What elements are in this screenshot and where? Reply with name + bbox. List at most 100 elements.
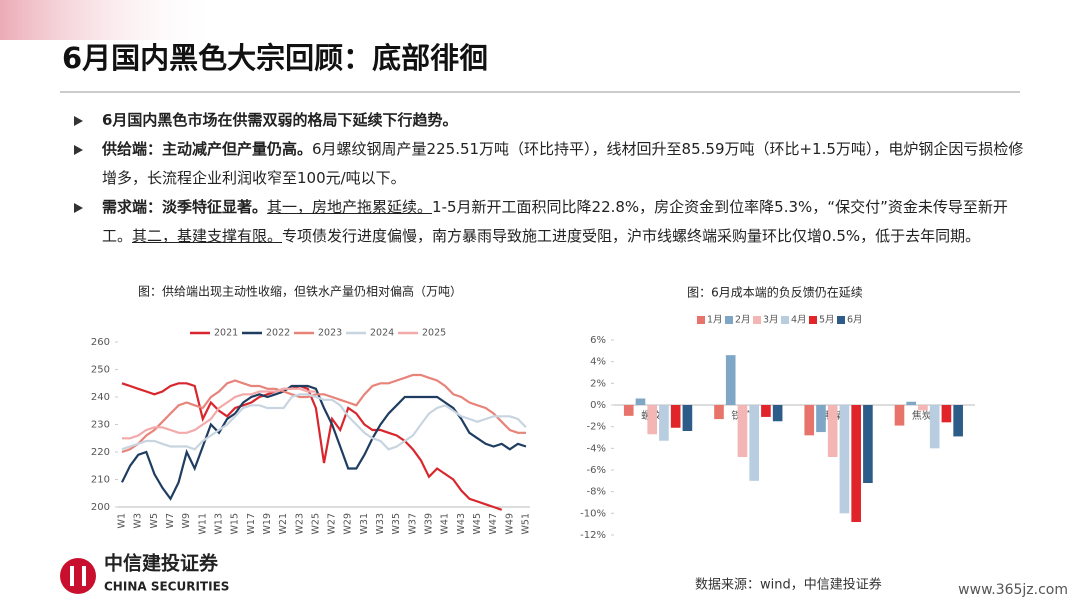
bar	[851, 405, 861, 522]
x-tick-label: W3	[133, 513, 144, 528]
bar	[737, 405, 748, 457]
legend-label: 1月	[707, 315, 723, 326]
y-tick-label: 230	[91, 420, 110, 431]
x-tick-label: W45	[472, 513, 483, 534]
x-tick-label: W19	[262, 513, 273, 534]
bullet-text: 6月螺纹钢周产量225.51万吨（环比持平），线材回升至85.59万吨（环比+1…	[102, 140, 1024, 187]
y-tick-label: 200	[91, 502, 110, 513]
legend-swatch	[697, 316, 705, 324]
logo	[60, 558, 96, 594]
x-tick-label: W13	[213, 513, 224, 534]
bar	[714, 405, 724, 420]
bar	[839, 405, 850, 514]
bullet-text: 专项债发行进度偏慢，南方暴雨导致施工进度受阻，沪市线螺终端采购量环比仅增0.5%…	[282, 227, 981, 245]
x-tick-label: W33	[375, 513, 386, 534]
y-tick-label: -8%	[587, 487, 606, 498]
bar	[659, 405, 669, 441]
series-line	[122, 387, 316, 440]
legend-label: 5月	[819, 315, 835, 326]
chart-title: 图：6月成本端的负反馈仍在延续	[687, 285, 863, 300]
x-tick-label: W17	[246, 513, 257, 534]
x-tick-label: W35	[391, 513, 402, 534]
bar	[918, 405, 928, 411]
watermark: www.365jz.com	[958, 582, 1068, 598]
x-tick-label: W43	[456, 513, 467, 534]
bullet-text: 6月国内黑色市场在供需双弱的格局下延续下行趋势。	[102, 111, 458, 129]
bar	[725, 355, 736, 405]
bar	[749, 405, 759, 481]
logo-mark-part	[82, 566, 86, 586]
logo-cn: 中信建投证券	[104, 552, 219, 575]
slide-title: 6月国内黑色大宗回顾：底部徘徊	[62, 41, 488, 75]
legend-label: 6月	[847, 315, 863, 326]
y-tick-label: 260	[91, 337, 110, 348]
bar	[863, 405, 873, 483]
bullet-text: 其二，基建支撑有限。	[132, 227, 283, 245]
x-tick-label: W7	[165, 513, 176, 528]
logo-en: CHINA SECURITIES	[104, 580, 229, 594]
y-tick-label: 0%	[590, 400, 606, 411]
bar	[906, 401, 917, 405]
legend-swatch	[725, 316, 733, 324]
bar	[647, 405, 658, 435]
bar	[682, 405, 693, 431]
bar	[929, 405, 940, 449]
legend-label: 2021	[214, 328, 238, 339]
y-tick-label: -2%	[587, 422, 606, 433]
source-note: 数据来源：wind，中信建投证券	[695, 577, 882, 593]
x-tick-label: W11	[197, 513, 208, 534]
x-tick-label: W5	[149, 513, 160, 528]
bar	[670, 405, 681, 428]
series-line	[121, 393, 527, 451]
bar	[827, 405, 838, 457]
legend-swatch	[809, 316, 817, 324]
bar	[816, 405, 826, 433]
bar	[623, 405, 634, 416]
series-line	[121, 373, 526, 454]
x-tick-label: W41	[440, 513, 451, 534]
x-tick-label: W31	[359, 513, 370, 534]
legend-label: 2025	[422, 328, 446, 339]
y-tick-label: 250	[91, 365, 110, 376]
corner-accent	[0, 0, 220, 40]
chart-title: 图：供给端出现主动性收缩，但铁水产量仍相对偏高（万吨）	[138, 284, 462, 299]
y-tick-label: 6%	[590, 335, 606, 346]
bullet-text: 其一，房地产拖累延续。	[267, 198, 433, 216]
y-tick-label: -4%	[587, 443, 606, 454]
x-tick-label: W9	[181, 513, 192, 528]
bullet-text: 需求端：淡季特征显著。	[102, 198, 268, 216]
series-line	[121, 382, 503, 511]
y-tick-label: 240	[91, 392, 110, 403]
x-tick-label: W23	[294, 513, 305, 534]
x-tick-label: W51	[520, 513, 531, 534]
y-tick-label: 4%	[590, 357, 606, 368]
x-tick-label: W25	[310, 513, 321, 534]
bar	[894, 405, 905, 426]
bullet: 需求端：淡季特征显著。其一，房地产拖累延续。1-5月新开工面积同比降22.8%，…	[74, 193, 1032, 251]
legend-label: 2024	[370, 328, 394, 339]
x-tick-label: W15	[230, 513, 241, 534]
bar	[761, 405, 771, 417]
bullet: 6月国内黑色市场在供需双弱的格局下延续下行趋势。	[74, 106, 1032, 135]
legend-swatch	[837, 316, 845, 324]
x-tick-label: W29	[343, 513, 354, 534]
legend-swatch	[753, 316, 761, 324]
legend-label: 3月	[763, 315, 779, 326]
category-label: 焦炭	[912, 409, 932, 422]
legend-label: 4月	[791, 315, 807, 326]
logo-mark	[60, 558, 96, 594]
x-tick-label: W27	[327, 513, 338, 534]
bullet-list: 6月国内黑色市场在供需双弱的格局下延续下行趋势。供给端：主动减产但产量仍高。6月…	[74, 106, 1032, 251]
legend-label: 2022	[266, 328, 290, 339]
y-tick-label: 2%	[590, 378, 606, 389]
y-tick-label: -6%	[587, 465, 606, 476]
y-tick-label: -12%	[580, 530, 606, 541]
x-tick-label: W47	[488, 513, 499, 534]
bar	[953, 405, 963, 437]
bar	[635, 398, 646, 405]
bullet: 供给端：主动减产但产量仍高。6月螺纹钢周产量225.51万吨（环比持平），线材回…	[74, 135, 1032, 193]
legend-label: 2023	[318, 328, 342, 339]
x-tick-label: W39	[424, 513, 435, 534]
